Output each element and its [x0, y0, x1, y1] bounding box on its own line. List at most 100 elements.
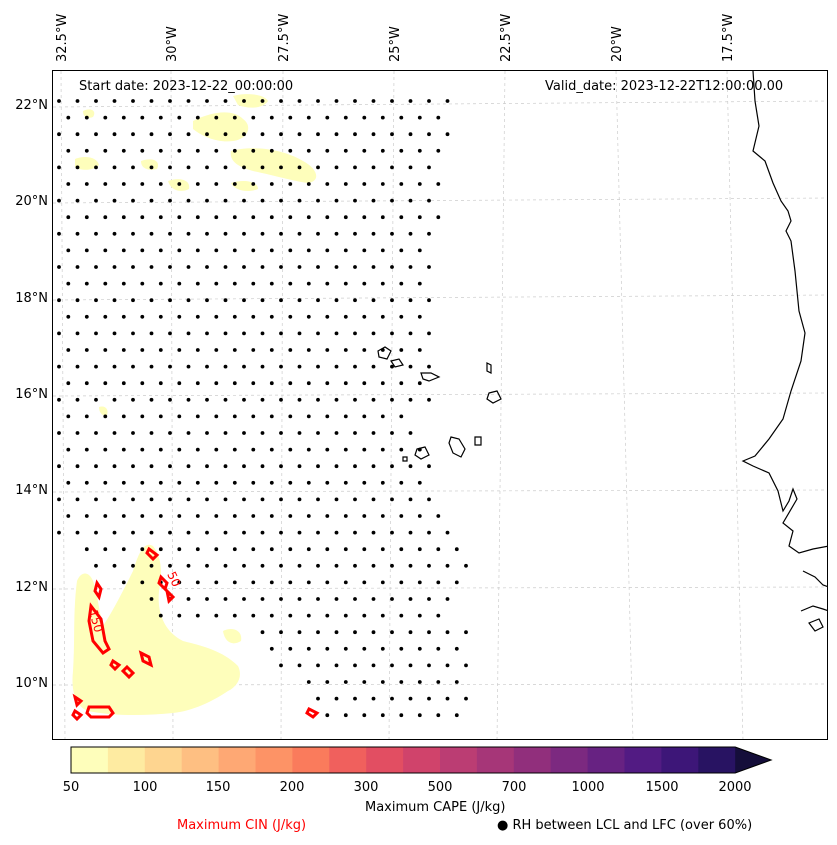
rh-dot — [288, 547, 293, 552]
rh-dot — [66, 281, 71, 286]
rh-dot — [362, 580, 367, 585]
rh-dot — [288, 115, 293, 120]
rh-dot — [149, 298, 154, 303]
rh-dot — [427, 497, 431, 502]
rh-dot — [140, 414, 145, 419]
rh-dot — [75, 431, 80, 435]
rh-dot — [417, 314, 422, 319]
rh-dot — [94, 198, 98, 203]
rh-dot — [334, 696, 339, 701]
rh-dot — [75, 265, 80, 269]
rh-dot — [325, 646, 330, 651]
rh-dot — [325, 514, 330, 518]
rh-dot — [353, 563, 357, 568]
cape-colorbar — [70, 746, 773, 774]
rh-dot — [306, 680, 311, 684]
rh-dot — [168, 132, 172, 137]
rh-dot — [334, 464, 339, 469]
rh-dot — [121, 314, 126, 319]
rh-dot — [297, 597, 302, 601]
rh-dot — [316, 663, 320, 668]
rh-dot — [75, 298, 80, 303]
rh-dot — [399, 680, 404, 684]
rh-dot — [427, 265, 431, 269]
rh-dot — [445, 530, 450, 535]
rh-dot — [242, 397, 246, 402]
rh-dot — [260, 364, 265, 369]
rh-dot — [131, 364, 135, 369]
rh-dot — [362, 314, 367, 319]
rh-dot — [186, 563, 191, 568]
rh-dot — [66, 381, 71, 386]
rh-dot — [223, 364, 228, 369]
rh-dot — [112, 165, 117, 170]
rh-dot — [454, 646, 459, 651]
rh-dot — [362, 414, 367, 419]
rh-dot — [223, 497, 228, 502]
rh-dot — [417, 646, 422, 651]
rh-dot — [186, 165, 191, 170]
rh-dot — [260, 165, 265, 170]
rh-dot — [325, 215, 330, 220]
rh-dot — [158, 514, 163, 518]
rh-dot — [242, 132, 246, 137]
rh-dot — [288, 514, 293, 518]
rh-dot — [112, 431, 117, 435]
rh-dot — [177, 348, 182, 352]
cape-area-south — [72, 544, 240, 716]
rh-dot — [390, 530, 394, 535]
rh-dot — [223, 132, 228, 137]
rh-dot — [390, 696, 394, 701]
rh-dot — [158, 314, 163, 319]
cbar-tick-700: 700 — [501, 780, 527, 795]
colorbar-segment — [144, 747, 183, 773]
rh-dot — [112, 331, 117, 336]
cape-verde-sal — [486, 362, 492, 374]
rh-dot — [103, 480, 108, 485]
lon-label-32.5w: 32.5°W — [55, 13, 70, 62]
rh-dot — [454, 713, 459, 718]
rh-dot — [168, 497, 172, 502]
rh-dot — [279, 298, 283, 303]
rh-dot — [57, 132, 61, 137]
rh-dot — [149, 563, 154, 568]
cape-verde-sao-nicolau — [420, 372, 441, 382]
rh-dot — [103, 348, 108, 352]
rh-dot — [177, 215, 182, 220]
rh-dot — [316, 265, 320, 269]
rh-dot — [232, 381, 237, 386]
rh-dot — [390, 331, 394, 336]
rh-dot — [343, 547, 348, 552]
rh-dot — [214, 148, 219, 153]
rh-dot — [251, 447, 256, 452]
rh-dot — [427, 298, 431, 303]
rh-dot — [195, 480, 200, 485]
rh-dot — [112, 364, 117, 369]
rh-dot — [195, 414, 200, 419]
rh-dot — [131, 563, 135, 568]
rh-dot — [75, 530, 80, 535]
rh-dot — [232, 447, 237, 452]
rh-dot — [214, 182, 219, 186]
lat-label-22n: 22°N — [15, 98, 48, 113]
rh-dots — [57, 99, 468, 718]
cape-area-south-2 — [223, 629, 242, 644]
legend-rh: ● RH between LCL and LFC (over 60%) — [497, 818, 752, 833]
rh-dot — [371, 464, 376, 469]
rh-dot — [205, 431, 209, 435]
rh-dot — [186, 431, 191, 435]
rh-dot — [66, 414, 71, 419]
rh-dot — [464, 696, 468, 701]
rh-dot — [297, 397, 302, 402]
rh-dot — [343, 447, 348, 452]
rh-dot — [454, 547, 459, 552]
rh-dot — [279, 464, 283, 469]
rh-dot — [353, 663, 357, 668]
legend-cin-label: Maximum CIN (J/kg) — [177, 818, 307, 833]
rh-dot — [343, 148, 348, 153]
rh-dot — [186, 397, 191, 402]
rh-dot — [297, 530, 302, 535]
rh-dot — [436, 580, 441, 585]
cin-contour-9 — [85, 705, 115, 719]
africa-coast — [741, 71, 827, 554]
